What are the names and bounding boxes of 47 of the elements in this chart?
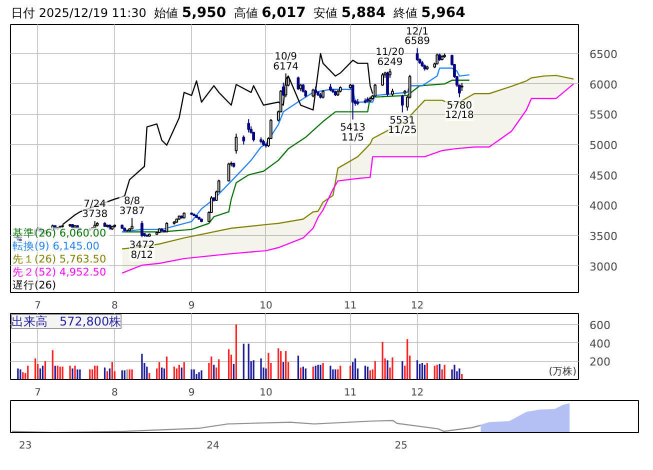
text: 高値 6,017 bbox=[234, 5, 306, 21]
x-tick-label: 25 bbox=[394, 440, 408, 452]
x-tick-label: 12 bbox=[410, 388, 424, 398]
text: 5,950 bbox=[182, 5, 226, 21]
y-tick-label: 3500 bbox=[590, 230, 618, 244]
x-tick-label: 24 bbox=[206, 440, 220, 452]
text: 遅行(26) bbox=[12, 280, 56, 292]
series-label: 基準(26) 6,060.00 bbox=[12, 226, 106, 240]
x-tick-label: 12 bbox=[410, 300, 424, 312]
y-tick-label: 4000 bbox=[590, 200, 618, 213]
annotation: 5780 12/18 bbox=[445, 100, 474, 122]
annotation: 10/9 6174 bbox=[273, 51, 299, 72]
y-tick-label: 200 bbox=[590, 356, 610, 369]
x-tick-label: 10 bbox=[260, 300, 272, 312]
text: 転換(9) 6,145.00 bbox=[12, 240, 100, 252]
x-tick-label: 8 bbox=[111, 300, 118, 312]
annotation: 3472 8/12 bbox=[129, 240, 155, 262]
y-tick-label: 400 bbox=[590, 337, 610, 350]
chart-title: 出来高 572,800株 bbox=[12, 314, 122, 328]
y-tick-label: 6500 bbox=[590, 48, 618, 62]
annotation: 8/8 3787 bbox=[119, 196, 145, 218]
x-tick-label: 9 bbox=[188, 388, 195, 398]
y-tick-label: 5500 bbox=[590, 108, 618, 122]
annotation: 12/1 6589 bbox=[404, 26, 430, 48]
annotation: 5413 11/5 bbox=[340, 122, 366, 144]
y-tick-label: 3000 bbox=[590, 260, 618, 274]
series-label: 先１(26) 5,763.50 bbox=[12, 252, 106, 266]
x-tick-label: 11 bbox=[344, 300, 357, 312]
x-tick-label: 9 bbox=[188, 300, 195, 312]
y-tick-label: 4500 bbox=[590, 169, 618, 182]
x-tick-label: 10 bbox=[260, 388, 272, 398]
text: 安値 5,884 bbox=[314, 5, 386, 21]
x-tick-label: 7 bbox=[34, 300, 41, 312]
annotation: 5531 11/25 bbox=[388, 115, 417, 136]
annotation: 7/24 3738 bbox=[82, 199, 108, 220]
x-tick-label: 23 bbox=[19, 440, 32, 452]
x-tick-label: 8 bbox=[111, 388, 118, 398]
x-tick-label: 11 bbox=[344, 388, 357, 398]
y-tick-label: 600 bbox=[590, 319, 610, 332]
chart-title: 日付 2025/12/19 11:30 始値 bbox=[11, 6, 178, 20]
y-axis-title: (万株) bbox=[548, 366, 577, 378]
y-tick-label: 5000 bbox=[590, 139, 618, 152]
annotation: 11/20 6249 bbox=[376, 46, 404, 68]
x-tick-label: 7 bbox=[34, 388, 41, 398]
text: 終値 5,964 bbox=[393, 5, 466, 21]
y-tick-label: 6000 bbox=[590, 78, 618, 92]
series-label: 先２(52) 4,952.50 bbox=[12, 266, 106, 278]
